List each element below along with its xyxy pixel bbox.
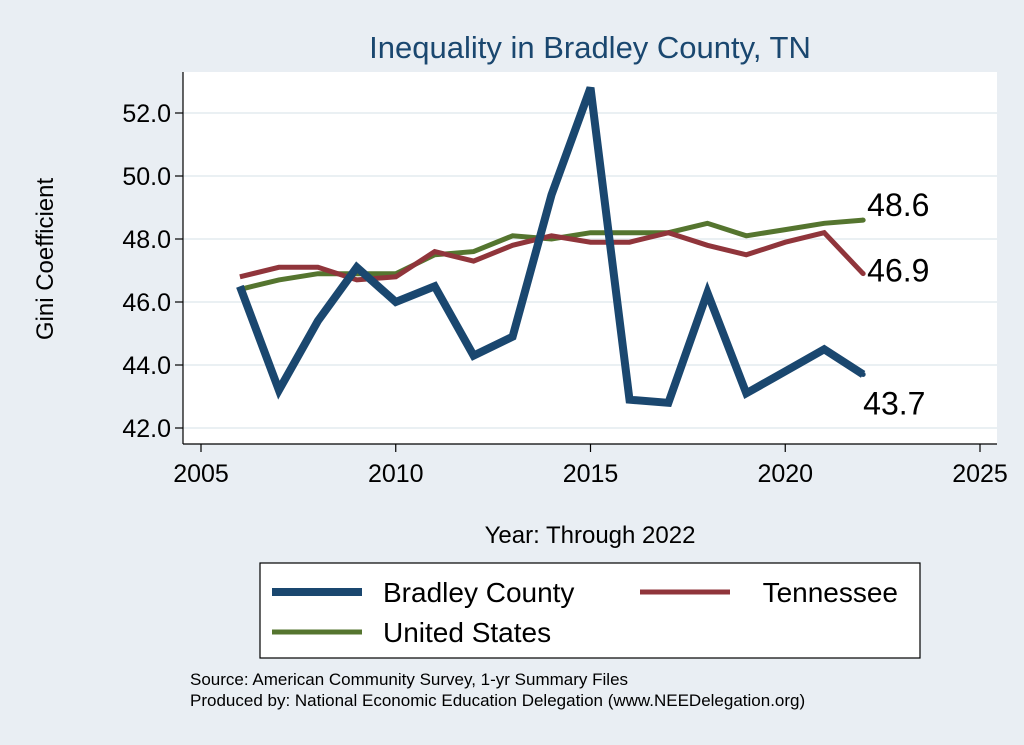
end-marker-united-states — [860, 217, 866, 223]
y-tick-label-2: 46.0 — [122, 289, 171, 317]
series-line-bradley-county — [236, 86, 866, 408]
end-marker-bradley-county — [860, 371, 866, 377]
legend-box — [259, 562, 921, 659]
x-tick-label-1: 2010 — [368, 460, 424, 488]
axes: 42.0 44.0 46.0 48.0 50.0 52.0 2005 2010 2015 2020… — [122, 72, 1008, 488]
plot-area — [183, 72, 997, 444]
x-tick-label-4: 2025 — [952, 460, 1008, 488]
end-label-tennessee: 46.9 — [867, 253, 929, 289]
end-label-united-states: 48.6 — [867, 187, 929, 223]
y-tick-label-0: 42.0 — [122, 415, 171, 443]
x-tick-label-2: 2015 — [563, 460, 619, 488]
x-tick-label-0: 2005 — [173, 460, 229, 488]
x-tick-label-3: 2020 — [757, 460, 813, 488]
y-tick-label-4: 50.0 — [122, 163, 171, 191]
chart-title: Inequality in Bradley County, TN — [369, 30, 811, 65]
legend-label-tennessee: Tennessee — [763, 577, 898, 608]
series-line-tennessee — [239, 229, 865, 283]
source-note: Source: American Community Survey, 1-yr … — [190, 670, 628, 689]
end-marker-tennessee — [860, 271, 866, 277]
y-tick-label-5: 52.0 — [122, 100, 171, 128]
legend: Bradley County Tennessee United States — [259, 562, 921, 659]
x-axis-label: Year: Through 2022 — [485, 522, 696, 549]
y-tick-label-3: 48.0 — [122, 226, 171, 254]
end-labels: 43.7 46.9 48.6 — [860, 187, 929, 421]
legend-label-bradley-county: Bradley County — [383, 577, 574, 608]
y-axis-label: Gini Coefficient — [32, 178, 59, 341]
produced-by-note: Produced by: National Economic Education… — [190, 691, 805, 710]
y-tick-label-1: 44.0 — [122, 352, 171, 380]
end-label-bradley-county: 43.7 — [863, 385, 925, 421]
legend-label-united-states: United States — [383, 617, 551, 648]
series-lines — [236, 86, 866, 408]
